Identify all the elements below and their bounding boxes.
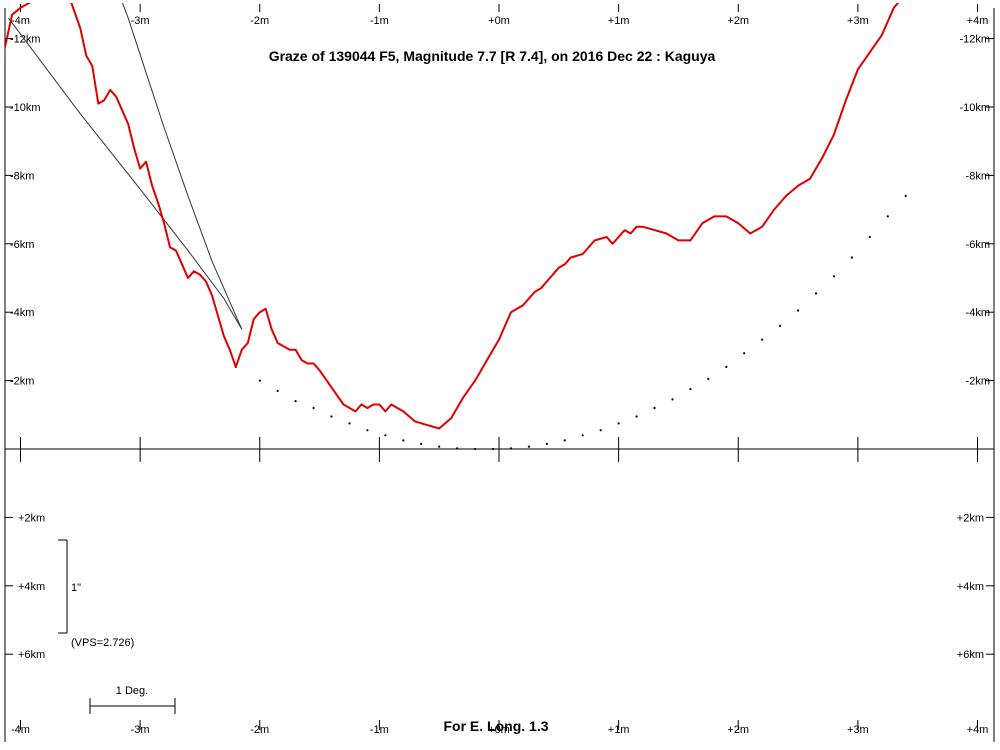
limb-dot [707,377,710,380]
y-tick-label-right: -4km [966,307,990,319]
y-tick-label-right: +4km [957,581,984,593]
limb-dot [779,324,782,327]
limb-dot [868,235,871,239]
limb-dot [814,292,818,295]
x-tick-label-bottom: +0m [488,724,510,736]
limb-dot [312,406,315,410]
y-tick-label-left: -6km [10,239,34,251]
limb-dot [850,256,854,259]
x-tick-label-bottom: -1m [370,724,389,736]
y-tick-label-right: -2km [966,376,990,388]
limb-dot [599,429,602,432]
x-tick-label-bottom: +2m [727,724,749,736]
chart-title: Graze of 139044 F5, Magnitude 7.7 [R 7.4… [269,48,716,64]
vps-label: (VPS=2.726) [71,637,134,649]
limb-dot [527,445,531,448]
data-layer [5,3,907,451]
limb-dot [832,275,836,278]
limb-dot [886,215,889,218]
limb-dot [743,352,746,355]
x-tick-label-top: -3m [131,15,150,27]
y-tick-label-right: +2km [957,512,984,524]
y-tick-label-left: -10km [10,102,41,114]
limb-dot [563,439,566,442]
y-tick-label-left: -8km [10,170,34,182]
x-tick-label-bottom: -3m [131,724,150,736]
limb-dot [635,415,638,418]
x-tick-label-top: +4m [967,15,989,27]
limb-dot [258,379,261,382]
x-tick-label-bottom: -4m [11,724,30,736]
limb-dot [725,365,728,368]
x-tick-label-top: +2m [727,15,749,27]
limb-dot [509,447,513,450]
limb-dot [438,445,441,448]
limb-dot [330,415,333,418]
x-tick-label-bottom: +3m [847,724,869,736]
limb-dot [366,429,369,432]
limb-dot [689,388,692,391]
limb-dot [797,309,800,312]
y-tick-label-right: -12km [959,34,990,46]
x-tick-label-top: -1m [370,15,389,27]
limb-dot [402,439,405,442]
limb-dot [617,422,620,425]
x-tick-label-top: -4m [11,15,30,27]
lunar-limb-profile [5,3,900,430]
limb-dot [904,194,907,197]
x-tick-label-bottom: +4m [967,724,989,736]
scale-annotations: 1" (VPS=2.726) 1 Deg. [58,539,176,714]
y-tick-label-left: +4km [18,581,45,593]
scale-label: 1" [71,582,81,594]
y-tick-label-left: -2km [10,376,34,388]
limb-dot [474,447,477,451]
y-tick-label-left: +6km [18,649,45,661]
y-tick-label-right: -8km [966,170,990,182]
x-tick-label-top: +3m [847,15,869,27]
x-tick-label-top: +1m [608,15,630,27]
y-tick-label-left: +2km [18,512,45,524]
limb-dot [761,338,764,341]
limb-dot [294,400,297,403]
y-tick-label-left: -4km [10,307,34,319]
x-tick-label-bottom: -2m [250,724,269,736]
limb-dot [545,442,549,445]
limb-dot [348,422,351,425]
limb-dot [384,434,387,437]
limb-dot [581,434,584,437]
footer-longitude: For E. Long. 1.3 [443,718,548,734]
x-tick-label-top: +0m [488,15,510,27]
axes: -4m -4m -3m -3m -2m -2m -1m -1m +0m +0m +1m +1m +2m +… [4,4,995,742]
limb-dot [420,442,423,445]
y-tick-label-left: -12km [10,34,41,46]
limb-dot [653,406,656,410]
limb-dot [276,389,279,392]
x-tick-label-bottom: +1m [608,724,630,736]
limb-dot [491,447,495,451]
limb-dot [671,398,674,401]
limb-boundary-line [121,3,243,330]
x-tick-label-top: -2m [250,15,269,27]
y-tick-label-right: +6km [957,649,984,661]
y-tick-label-right: -10km [959,102,990,114]
degree-label: 1 Deg. [116,685,148,697]
y-tick-label-right: -6km [966,239,990,251]
limb-dot [456,447,459,450]
